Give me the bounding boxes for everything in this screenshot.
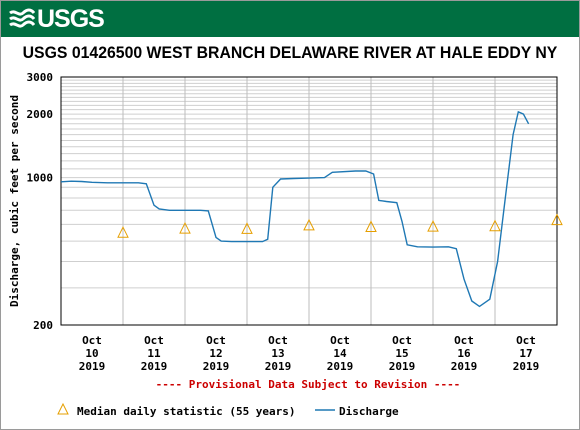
median-marker bbox=[303, 218, 315, 231]
x-tick-label: 15 bbox=[395, 347, 408, 360]
x-tick-label: 11 bbox=[147, 347, 161, 360]
median-marker bbox=[179, 221, 191, 234]
median-marker bbox=[241, 222, 253, 234]
median-marker bbox=[489, 219, 501, 232]
plot-border bbox=[60, 76, 558, 326]
x-tick-label: 2019 bbox=[79, 360, 106, 373]
x-tick-label: 2019 bbox=[513, 360, 540, 373]
usgs-logo-text: USGS bbox=[37, 4, 105, 33]
x-tick-label: Oct bbox=[516, 334, 536, 347]
x-tick-label: 2019 bbox=[265, 360, 292, 373]
provisional-note: ---- Provisional Data Subject to Revisio… bbox=[156, 378, 461, 391]
median-marker bbox=[551, 213, 563, 226]
x-tick-label: Oct bbox=[206, 334, 226, 347]
x-tick-label: 2019 bbox=[327, 360, 354, 373]
usgs-logo[interactable]: USGS bbox=[9, 4, 105, 34]
median-marker bbox=[365, 220, 377, 232]
legend-discharge-label: Discharge bbox=[339, 405, 399, 418]
x-tick-label: 12 bbox=[209, 347, 222, 360]
y-tick-label: 1000 bbox=[27, 172, 54, 185]
y-tick-label: 200 bbox=[33, 319, 53, 332]
y-axis-label: Discharge, cubic feet per second bbox=[8, 95, 21, 307]
x-tick-label: Oct bbox=[454, 334, 474, 347]
x-tick-label: 10 bbox=[85, 347, 98, 360]
x-tick-label: Oct bbox=[392, 334, 412, 347]
median-marker bbox=[117, 226, 129, 238]
x-tick-label: Oct bbox=[82, 334, 102, 347]
median-marker bbox=[427, 220, 439, 232]
y-tick-label: 3000 bbox=[27, 71, 54, 84]
usgs-banner: USGS bbox=[1, 1, 579, 37]
x-tick-label: 2019 bbox=[451, 360, 478, 373]
discharge-line bbox=[60, 110, 530, 308]
x-tick-label: Oct bbox=[330, 334, 350, 347]
x-tick-label: 13 bbox=[271, 347, 284, 360]
x-tick-label: Oct bbox=[268, 334, 288, 347]
legend-median-marker bbox=[57, 402, 69, 415]
chart-title: USGS 01426500 WEST BRANCH DELAWARE RIVER… bbox=[22, 43, 558, 62]
x-tick-label: 2019 bbox=[203, 360, 230, 373]
y-tick-label: 2000 bbox=[27, 108, 54, 121]
legend-median-label: Median daily statistic (55 years) bbox=[77, 405, 296, 418]
x-tick-label: 2019 bbox=[389, 360, 416, 373]
x-tick-label: 14 bbox=[333, 347, 347, 360]
x-tick-label: Oct bbox=[144, 334, 164, 347]
usgs-wave-icon bbox=[9, 8, 35, 28]
x-tick-label: 16 bbox=[457, 347, 471, 360]
x-tick-label: 17 bbox=[519, 347, 532, 360]
x-tick-label: 2019 bbox=[141, 360, 168, 373]
